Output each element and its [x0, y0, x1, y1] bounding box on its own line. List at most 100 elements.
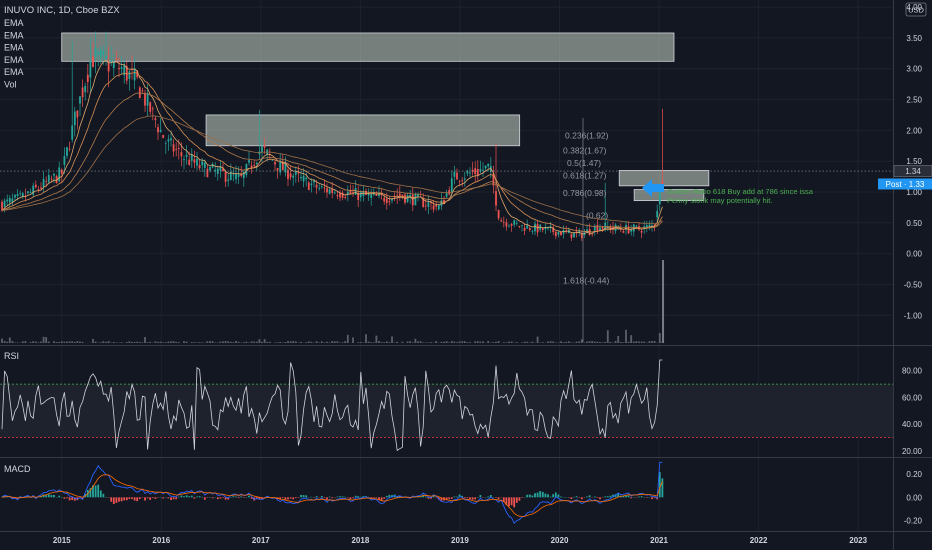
candle-body [188, 159, 191, 165]
volume-bar [73, 341, 76, 343]
volume-bar [263, 339, 266, 343]
candle-body [593, 226, 596, 231]
volume-bar [359, 342, 362, 343]
volume-bar [479, 341, 482, 343]
time-tick-label: 2020 [551, 536, 569, 545]
indicator-label[interactable]: Vol [4, 80, 17, 90]
volume-bar [367, 341, 370, 343]
volume-bar [92, 338, 94, 343]
macd-histogram-bar [528, 494, 531, 498]
volume-bar [482, 341, 484, 343]
zone-rectangle[interactable] [61, 32, 675, 62]
volume-bar [42, 336, 45, 343]
macd-histogram-bar [289, 497, 292, 499]
candle-body [73, 111, 76, 126]
macd-histogram-bar [102, 493, 105, 498]
zone-rectangle[interactable] [633, 189, 705, 202]
indicator-label[interactable]: EMA [4, 55, 24, 65]
post-market-tag: Post · 1.33 [878, 178, 932, 190]
candle-body [123, 64, 126, 76]
candle-body [346, 191, 349, 195]
candle-body [297, 172, 300, 174]
volume-bar [24, 341, 27, 343]
macd-histogram-bar [645, 497, 648, 498]
candle-body [630, 229, 633, 232]
volume-bar [232, 342, 235, 343]
candle-body [136, 70, 139, 78]
indicator-label[interactable]: EMA [4, 43, 24, 53]
zone-rectangle[interactable] [618, 170, 710, 187]
candle-body [133, 68, 136, 81]
candle-body [497, 210, 500, 219]
macd-histogram-bar [227, 497, 230, 500]
macd-histogram-bar [560, 496, 562, 498]
macd-histogram-bar [240, 496, 243, 498]
candle-body [206, 168, 209, 178]
macd-histogram-bar [42, 494, 45, 498]
macd-pane-label: MACD [4, 464, 31, 474]
volume-bar [375, 335, 378, 343]
macd-histogram-bar [370, 497, 373, 499]
candle-body [14, 194, 16, 198]
macd-histogram-bar [170, 497, 172, 501]
candle-body [99, 49, 102, 58]
price-axis[interactable]: 4.00 3.50 3.00 2.50 2.00 1.50 1.00 0.50 0.00 -0.5… [902, 3, 923, 526]
candle-body [190, 154, 193, 161]
resistance-zones[interactable] [61, 32, 710, 202]
macd-histogram-bar [118, 497, 120, 502]
volume-bar [604, 341, 607, 343]
zone-rectangle[interactable] [205, 114, 521, 147]
volume-bar [289, 341, 292, 343]
candle-body [362, 191, 365, 196]
candle-body [86, 74, 89, 82]
macd-histogram-bar [580, 497, 583, 500]
volume-bar [206, 341, 209, 343]
candle-body [622, 231, 625, 233]
macd-histogram-bar [224, 497, 227, 500]
candle-body [601, 226, 604, 229]
volume-bar [287, 341, 289, 343]
candle-body [97, 52, 100, 55]
candle-body [370, 194, 373, 198]
time-axis[interactable]: 2015 2016 2017 2018 2019 2020 2021 2022 2023 [53, 536, 868, 545]
candle-body [144, 92, 146, 106]
candle-body [640, 230, 643, 233]
candle-body [159, 129, 162, 132]
macd-histogram-bar [450, 497, 453, 499]
macd-histogram-bar [235, 496, 237, 498]
candle-body [521, 225, 523, 226]
indicator-label[interactable]: EMA [4, 30, 24, 40]
indicator-label[interactable]: EMA [4, 67, 24, 77]
currency-badge[interactable]: USD [905, 2, 927, 17]
indicator-label[interactable]: EMA [4, 18, 24, 28]
volume-bar [211, 341, 214, 343]
volume-bar [323, 342, 326, 343]
candle-body [222, 168, 224, 172]
candle-body [248, 160, 250, 163]
candle-body [105, 56, 107, 59]
volume-bar [29, 342, 32, 343]
candle-body [1, 201, 3, 211]
volume-bar [32, 341, 35, 343]
volume-bar [159, 341, 162, 343]
ema-line [1, 115, 663, 224]
candle-body [326, 188, 328, 193]
indicator-legend[interactable]: EMA EMA EMA EMA EMA Vol [4, 18, 24, 90]
volume-bar [131, 341, 133, 343]
volume-bar [141, 342, 144, 343]
macd-histogram-bar [515, 497, 518, 503]
macd-histogram-bar [211, 497, 214, 499]
svg-text:Post · 1.33: Post · 1.33 [886, 180, 925, 189]
candle-body [310, 183, 313, 186]
macd-histogram-bar [440, 497, 443, 501]
annotation-arrow[interactable] [642, 179, 664, 197]
candle-body [183, 159, 185, 161]
macd-histogram-bar [354, 495, 357, 498]
volume-bar [448, 342, 451, 343]
volume-bar [237, 341, 240, 343]
macd-histogram-bar [146, 497, 149, 499]
candle-body [552, 227, 555, 233]
candle-body [487, 163, 490, 167]
volume-bar [588, 341, 591, 343]
candle-body [107, 62, 110, 72]
